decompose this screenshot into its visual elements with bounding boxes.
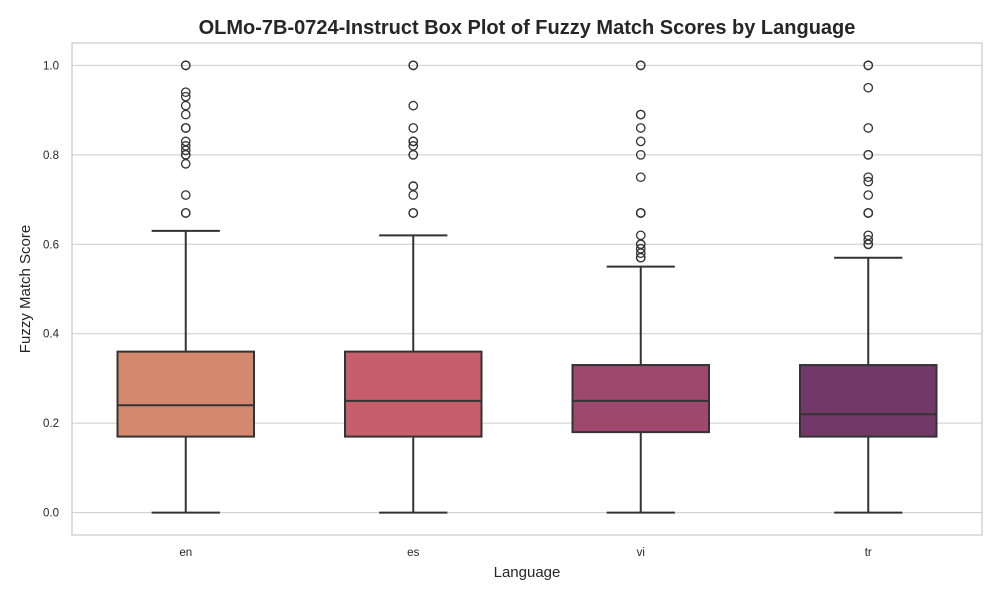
outlier-point — [180, 136, 191, 147]
box-en — [116, 350, 255, 438]
y-tick-label: 0.2 — [43, 418, 59, 430]
x-tick-label-en: en — [179, 547, 192, 559]
outlier-point — [635, 208, 646, 218]
outlier-point — [635, 172, 646, 183]
x-tick-labels: en es vi tr — [179, 547, 872, 559]
outlier-point — [180, 91, 191, 102]
x-axis-label: Language — [494, 564, 561, 581]
y-axis-label: Fuzzy Match Score — [17, 225, 34, 353]
y-tick-labels: 0.0 0.2 0.4 0.6 0.8 1.0 — [43, 60, 60, 519]
outlier-point — [408, 100, 419, 111]
outlier-point — [408, 190, 419, 200]
y-tick-label: 0.4 — [43, 329, 60, 341]
outlier-point — [180, 208, 191, 218]
outlier-point — [180, 123, 191, 133]
outlier-point — [408, 181, 419, 191]
outlier-point — [863, 123, 874, 133]
y-tick-label: 0.0 — [43, 508, 59, 520]
outlier-point — [180, 141, 191, 151]
outlier-point — [180, 190, 191, 200]
outlier-point — [408, 60, 419, 71]
chart-title: OLMo-7B-0724-Instruct Box Plot of Fuzzy … — [199, 17, 856, 39]
boxes-layer — [116, 60, 938, 514]
y-tick-label: 1.0 — [43, 60, 59, 72]
outlier-point — [635, 230, 646, 241]
box-group-tr — [799, 60, 938, 514]
x-tick-label-vi: vi — [637, 547, 645, 559]
y-tick-label: 0.6 — [43, 239, 59, 251]
outlier-point — [408, 141, 419, 151]
plot-frame — [71, 42, 983, 536]
outlier-point — [180, 87, 191, 98]
x-tick-label-es: es — [407, 547, 419, 559]
box-group-vi — [571, 60, 710, 514]
outlier-point — [180, 158, 191, 169]
outlier-point — [863, 208, 874, 218]
box-es — [344, 350, 483, 438]
outlier-point — [635, 123, 646, 133]
outlier-point — [863, 172, 874, 183]
outlier-point — [635, 109, 646, 120]
grid-lines — [72, 64, 982, 514]
outlier-point — [180, 100, 191, 111]
outlier-point — [863, 149, 874, 160]
outlier-point — [180, 60, 191, 71]
outlier-point — [408, 123, 419, 133]
outlier-point — [863, 82, 874, 93]
outlier-point — [635, 60, 646, 71]
outlier-point — [863, 176, 874, 187]
outlier-point — [635, 136, 646, 147]
y-tick-label: 0.8 — [43, 150, 59, 162]
x-tick-label-tr: tr — [865, 547, 872, 559]
outlier-point — [180, 109, 191, 120]
box-group-es — [344, 60, 483, 514]
box-group-en — [116, 60, 255, 514]
outlier-point — [635, 243, 646, 254]
outlier-point — [408, 136, 419, 147]
outlier-point — [408, 208, 419, 218]
outlier-point — [863, 234, 874, 245]
outlier-point — [863, 60, 874, 71]
box-vi — [571, 364, 710, 434]
outlier-point — [863, 230, 874, 241]
outlier-point — [635, 149, 646, 160]
outlier-point — [863, 190, 874, 200]
box-tr — [799, 364, 938, 438]
